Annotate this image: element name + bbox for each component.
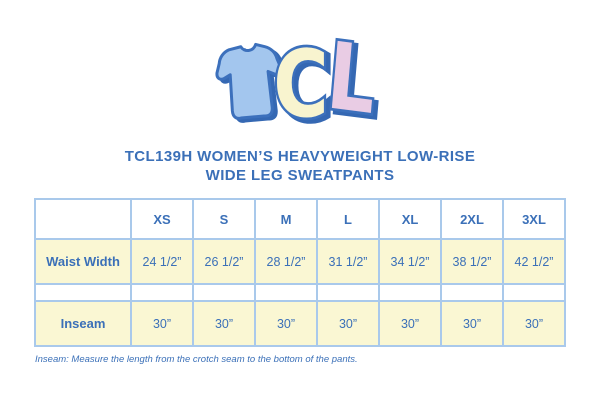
spacer-cell <box>378 283 442 302</box>
spacer-cell <box>130 283 194 302</box>
inseam-row: Inseam 30” 30” 30” 30” 30” 30” 30” <box>34 300 566 347</box>
logo-letter-c: C <box>273 36 328 130</box>
size-col-xl: XL <box>378 198 442 240</box>
waist-value-2xl: 38 1/2” <box>440 238 504 285</box>
tcl-logo-graphic: C C L L <box>215 36 379 130</box>
spacer-cell <box>34 283 132 302</box>
size-col-s: S <box>192 198 256 240</box>
waist-width-row: Waist Width 24 1/2” 26 1/2” 28 1/2” 31 1… <box>34 238 566 285</box>
size-col-2xl: 2XL <box>440 198 504 240</box>
size-header-row: XS S M L XL 2XL 3XL <box>34 198 566 240</box>
inseam-value-l: 30” <box>316 300 380 347</box>
product-title: TCL139H WOMEN’S HEAVYWEIGHT LOW-RISE WID… <box>0 147 600 185</box>
row-label-inseam: Inseam <box>34 300 132 347</box>
waist-value-xl: 34 1/2” <box>378 238 442 285</box>
spacer-row <box>34 283 566 302</box>
corner-cell <box>34 198 132 240</box>
size-col-m: M <box>254 198 318 240</box>
spacer-cell <box>440 283 504 302</box>
size-table: XS S M L XL 2XL 3XL Waist Width 24 1/2” … <box>34 198 566 347</box>
waist-value-l: 31 1/2” <box>316 238 380 285</box>
logo-letter-l: L <box>323 36 379 130</box>
product-title-line2: WIDE LEG SWEATPANTS <box>205 167 395 184</box>
inseam-value-xl: 30” <box>378 300 442 347</box>
logo-letter-c-shadow: C <box>277 36 332 130</box>
logo-letter-l-shadow: L <box>327 36 379 130</box>
waist-value-xs: 24 1/2” <box>130 238 194 285</box>
spacer-cell <box>254 283 318 302</box>
inseam-value-2xl: 30” <box>440 300 504 347</box>
brand-logo: C C L L <box>215 36 385 130</box>
waist-value-m: 28 1/2” <box>254 238 318 285</box>
row-label-waist-width: Waist Width <box>34 238 132 285</box>
size-col-xs: XS <box>130 198 194 240</box>
spacer-cell <box>316 283 380 302</box>
spacer-cell <box>192 283 256 302</box>
inseam-value-3xl: 30” <box>502 300 566 347</box>
inseam-value-xs: 30” <box>130 300 194 347</box>
tshirt-icon <box>215 42 287 123</box>
spacer-cell <box>502 283 566 302</box>
logo-letters: C C L L <box>271 36 379 130</box>
product-title-line1: TCL139H WOMEN’S HEAVYWEIGHT LOW-RISE <box>124 148 476 165</box>
waist-value-s: 26 1/2” <box>192 238 256 285</box>
inseam-footnote: Inseam: Measure the length from the crot… <box>35 354 358 365</box>
size-col-l: L <box>316 198 380 240</box>
inseam-value-s: 30” <box>192 300 256 347</box>
waist-value-3xl: 42 1/2” <box>502 238 566 285</box>
size-col-3xl: 3XL <box>502 198 566 240</box>
inseam-value-m: 30” <box>254 300 318 347</box>
